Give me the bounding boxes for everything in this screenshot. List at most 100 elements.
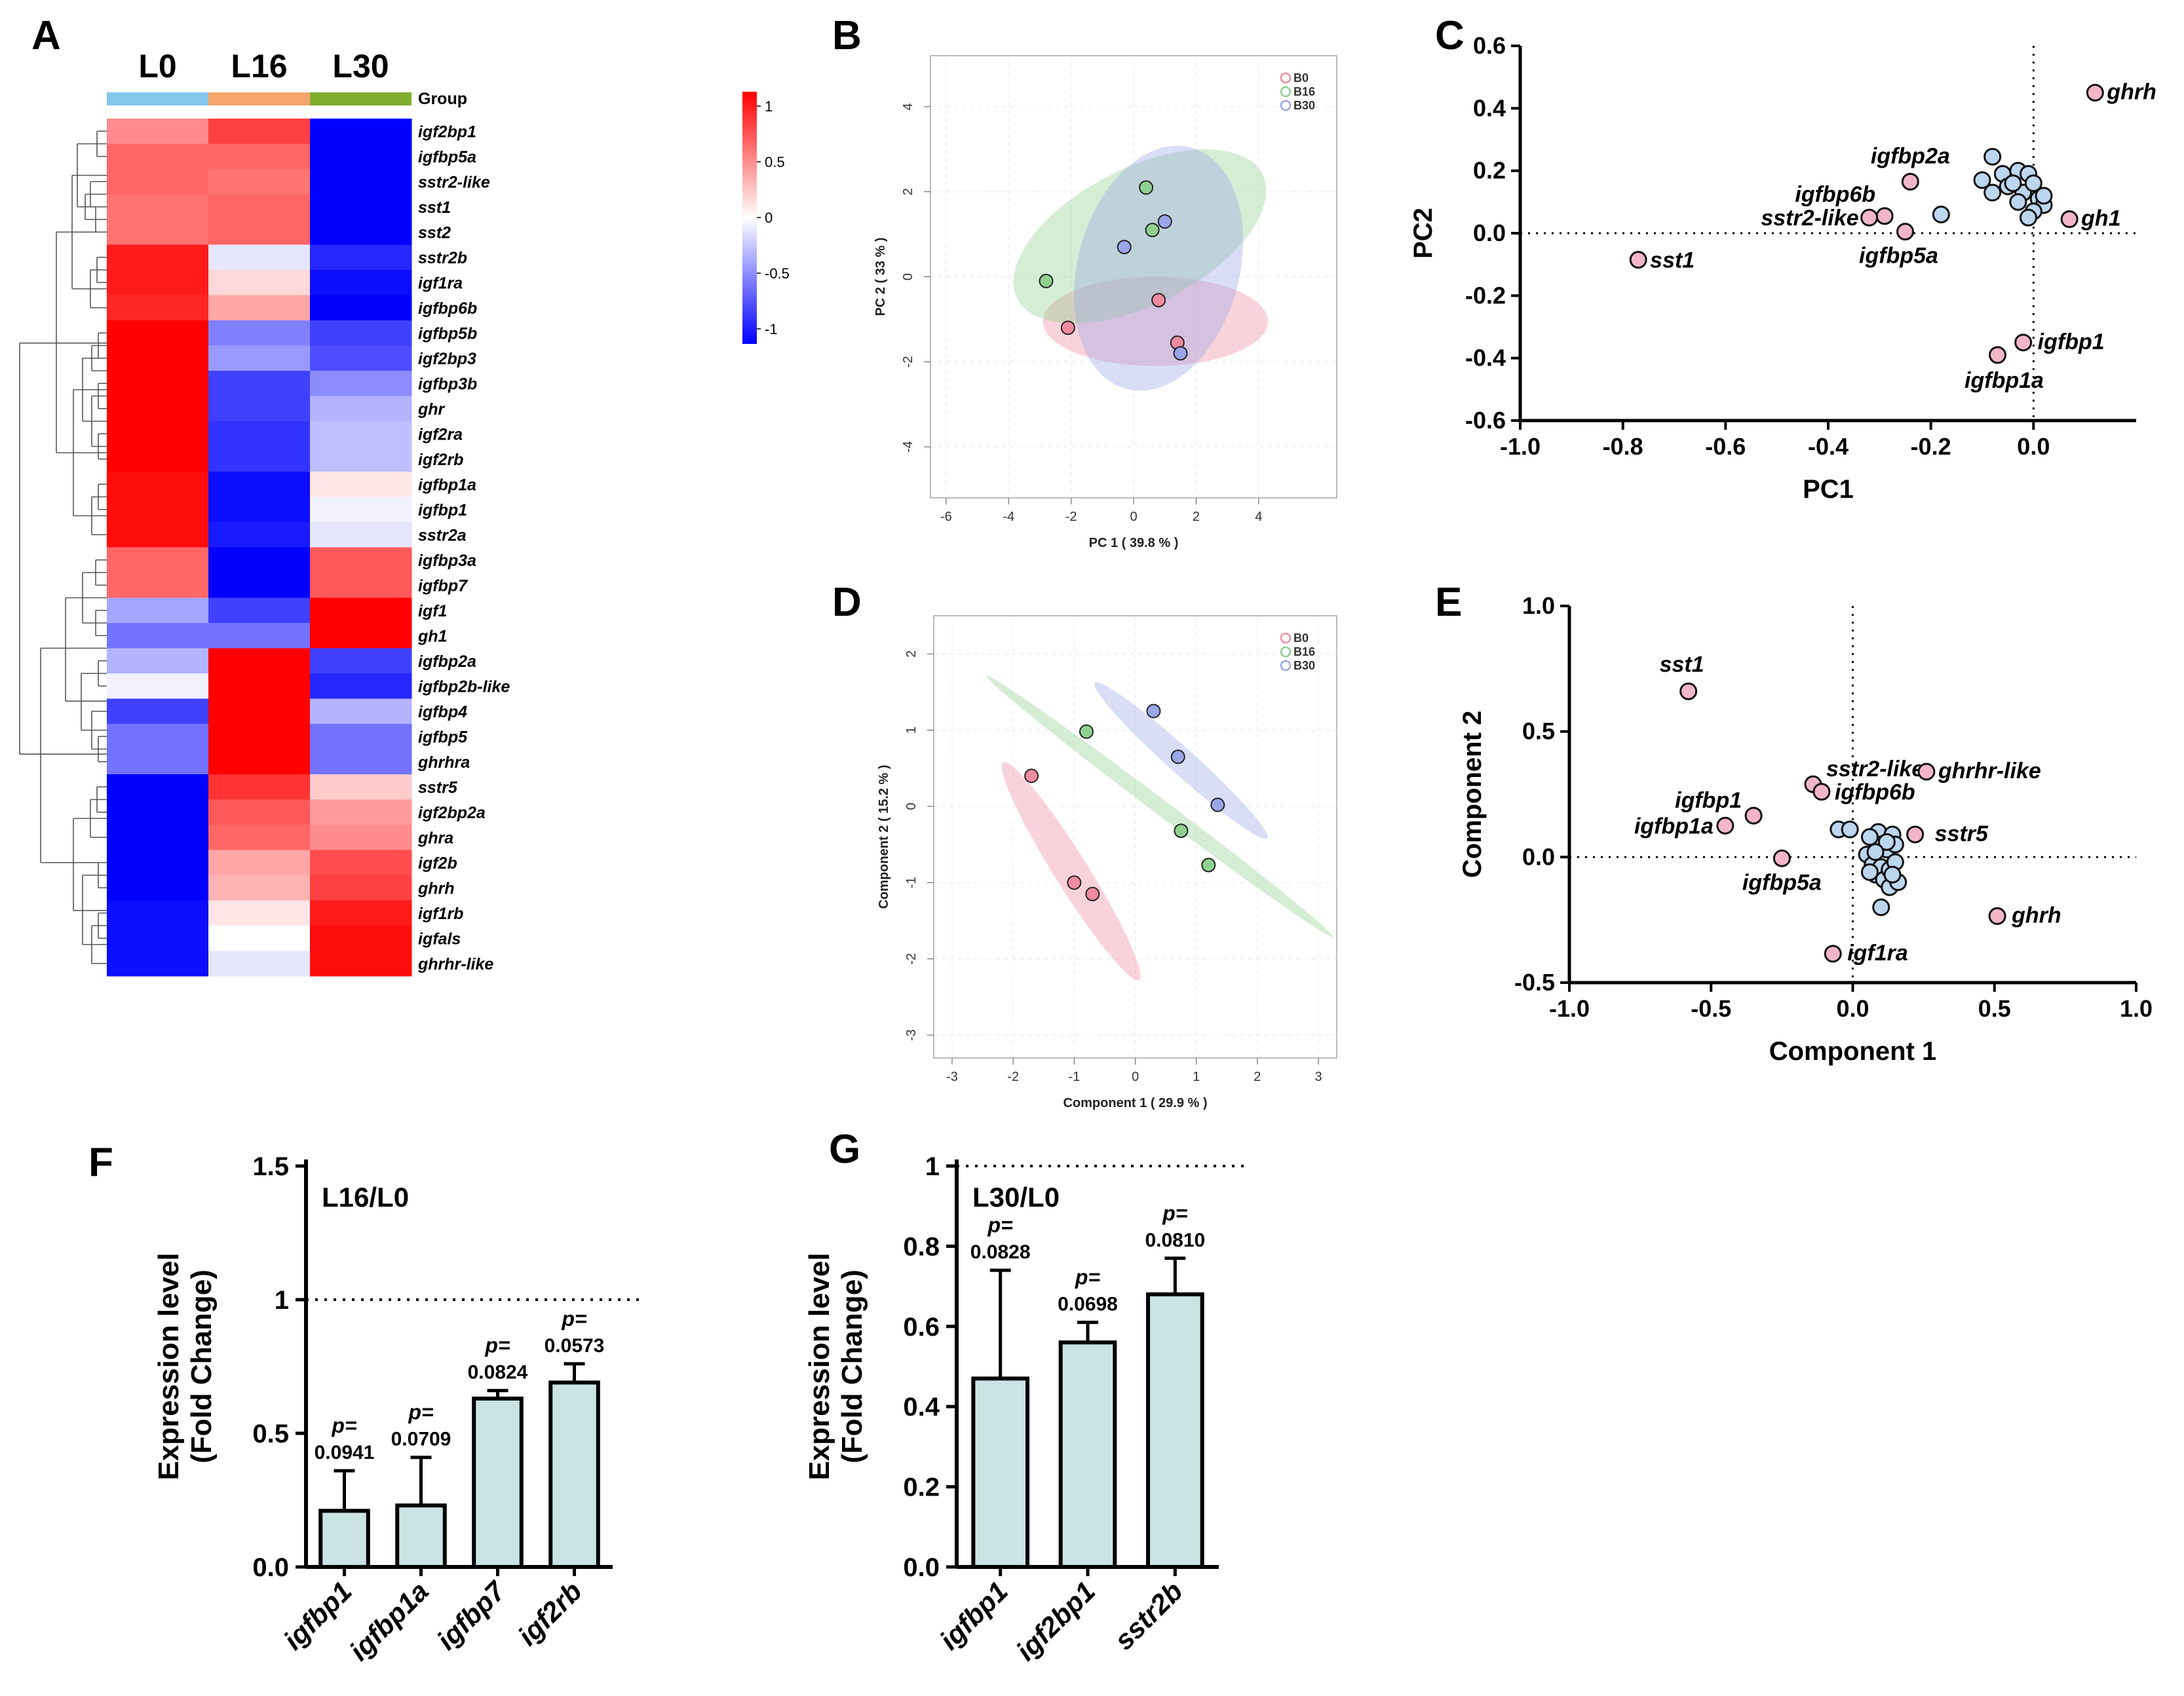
row-label-sstr2b: sstr2b [418,249,467,267]
heatmap-cell [107,900,209,926]
heatmap-cell [107,119,209,144]
gene-label-igfbp2a: igfbp2a [1871,143,1950,168]
heatmap-cell [107,244,209,271]
heatmap-cell [310,926,412,951]
x-tick-label: 1 [1193,1070,1200,1084]
gene-point [1877,833,1896,851]
y-tick-label: -0.6 [1465,407,1506,434]
heatmap-cell [208,320,311,346]
dendrogram [19,130,107,964]
heatmap-cell [208,421,311,447]
row-label-igfbp1a: igfbp1a [418,476,476,494]
dendrogram-branch [40,647,107,863]
gene-point-ghrh [2086,84,2104,102]
x-tick-label: -2 [1065,510,1077,524]
confidence-ellipse-b16 [986,675,1333,937]
gene-point [2009,193,2027,211]
heatmap-cell [208,547,311,573]
row-label-igfbp7: igfbp7 [418,576,468,595]
heatmap-cell [310,724,412,749]
bar-panel-f: 0.00.511.5L16/L0p=0.0941igfbp1p=0.0709ig… [153,1152,639,1667]
y-axis-label-2: (Fold Change) [836,1270,868,1463]
heatmap-cell [310,825,412,850]
category-label-igfbp1a: igfbp1a [343,1575,434,1667]
heatmap-cell [107,295,209,321]
y-tick-label: 0.6 [903,1313,940,1342]
legend-marker [1280,72,1292,84]
y-tick-label: 1 [925,1152,940,1181]
heatmap-cell [208,194,311,220]
heatmap-cell [107,698,209,725]
p-prefix: p= [1075,1266,1100,1289]
gene-label-igfbp6b: igfbp6b [1835,780,1915,805]
heatmap-cell [107,497,209,523]
p-prefix: p= [331,1414,356,1437]
confidence-ellipse-b0 [1043,276,1269,366]
heatmap-cell [310,900,412,926]
y-tick-label: 1 [904,726,919,734]
legend-label: B30 [1293,659,1315,672]
bar-igfbp1 [318,1509,370,1570]
heatmap-cell [208,244,311,271]
heatmap-cell [310,446,412,472]
x-tick-label: -0.8 [1603,433,1643,460]
heatmap-cell [107,472,209,497]
heatmap-cell [208,396,311,422]
row-label-ghra: ghra [417,829,453,847]
x-tick-label: 0.5 [1978,995,2011,1022]
column-header-l0: L0 [138,48,176,85]
heatmap-cell [310,951,412,977]
x-tick-label: -3 [946,1070,958,1084]
gene-point-igfbp2a [1901,172,1919,191]
legend-color-bar [742,92,757,344]
x-axis-label: Component 1 [1769,1037,1937,1066]
heatmap-cell [107,749,209,775]
heatmap-cell [107,597,209,624]
heatmap-panel-a: L0 L16 L30 Group igf2bp1 igfbp5a sstr2-like sst… [19,48,790,977]
heatmap-cell [208,623,311,649]
gene-label-igfbp1: igfbp1 [2038,330,2105,354]
heatmap-cell [310,421,412,447]
bar-panel-g: 0.00.20.40.60.81L30/L0p=0.0828igfbp1p=0.… [803,1152,1245,1667]
heatmap-cell [208,799,311,825]
heatmap-cell [107,850,209,876]
x-tick-label: 2 [1254,1070,1261,1084]
heatmap-cell [310,774,412,800]
heatmap-cell [107,143,209,170]
heatmap-cell [208,472,311,497]
loadings-panel-c: -1.0 -0.8 -0.6 -0.4 -0.2 0.0 -0.6 -0.4 -0.2 0.0 0.… [1409,32,2156,504]
heatmap-cell [310,875,412,901]
column-header-l30: L30 [332,48,389,85]
heatmap-cell [208,169,311,195]
gene-point-igfbp6b [1812,783,1831,801]
row-label-gh1: gh1 [417,627,447,645]
gene-label-sst1: sst1 [1650,248,1695,273]
x-tick-label: 4 [1255,510,1262,524]
heatmap-cell [310,850,412,876]
y-axis-label: Component 2 ( 15.2 % ) [877,764,891,909]
group-bar-cell [310,92,412,105]
data-point-b16 [1139,180,1154,195]
y-tick-label: -2 [901,356,915,367]
heatmap-cell [310,472,412,497]
heatmap-cell [107,371,209,396]
gene-point [1983,183,2002,202]
p-value: 0.0824 [468,1362,528,1384]
row-label-sstr2-like: sstr2-like [418,173,490,191]
y-tick-label: -3 [904,1029,919,1041]
heatmap-cell [310,623,412,649]
heatmap-cell [107,547,209,573]
y-tick-label: -2 [904,953,919,965]
gene-label-ghrhr-like: ghrhr-like [1938,759,2041,783]
gene-label-igfbp1a: igfbp1a [1634,814,1714,839]
gene-label-ghrh: ghrh [2011,903,2061,928]
y-tick-label: 0.0 [1522,843,1555,870]
gene-point-igfbp5a [1772,849,1791,867]
panel-letters: A B C D E F G [31,13,1465,1185]
group-label: Group [418,90,467,108]
row-label-sst2: sst2 [418,223,451,242]
data-point-b0 [1151,293,1166,308]
heatmap-cell [107,219,209,245]
